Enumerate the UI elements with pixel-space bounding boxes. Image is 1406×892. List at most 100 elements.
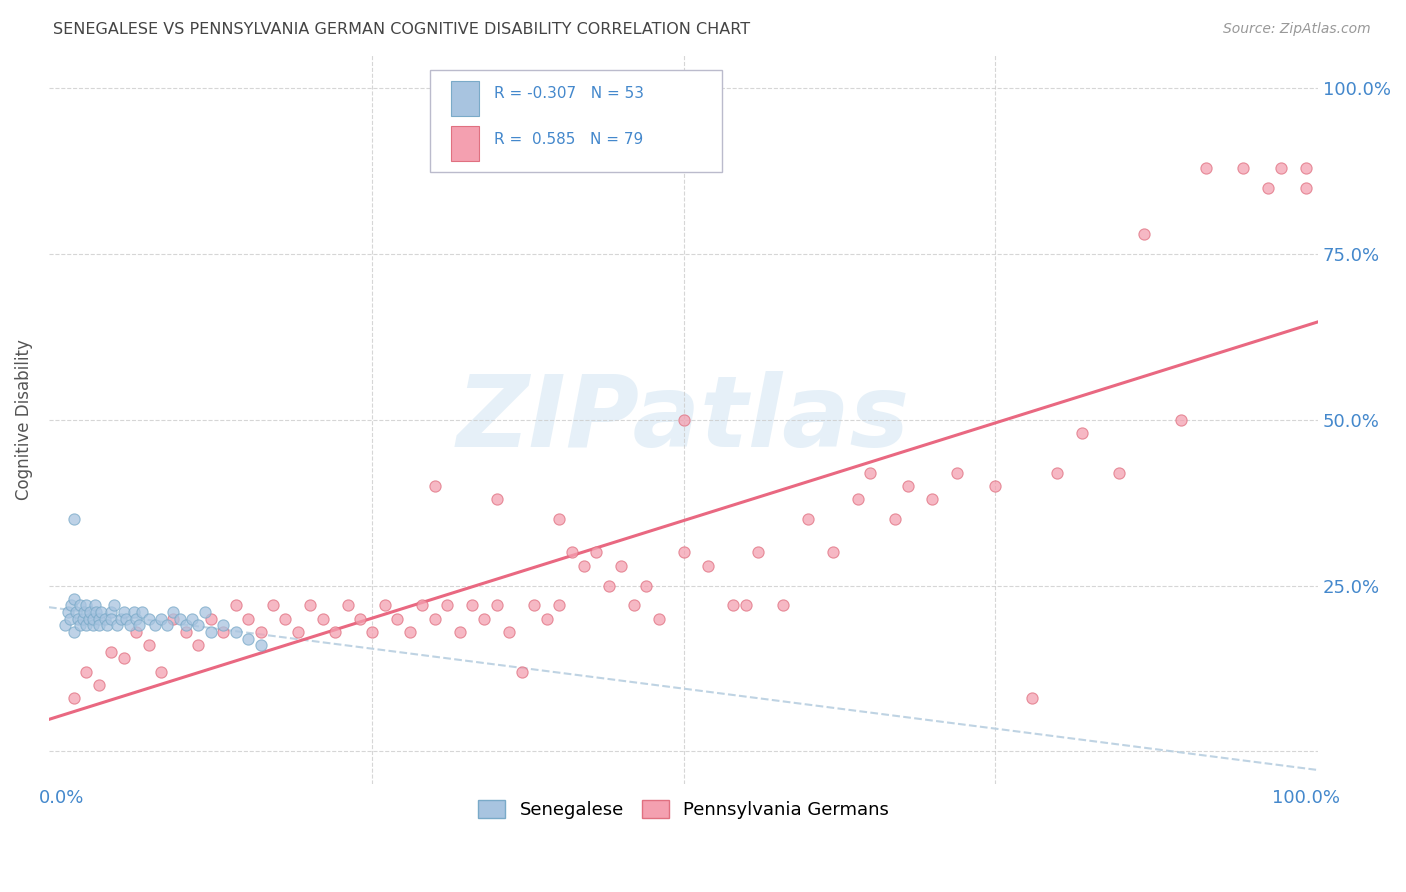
Pennsylvania Germans bbox=[274, 612, 297, 626]
Senegalese bbox=[115, 612, 138, 626]
Senegalese bbox=[96, 618, 118, 632]
Pennsylvania Germans bbox=[449, 624, 471, 639]
Senegalese bbox=[174, 618, 197, 632]
Senegalese bbox=[103, 599, 125, 613]
Senegalese bbox=[193, 605, 215, 619]
Pennsylvania Germans bbox=[87, 678, 110, 692]
Senegalese bbox=[59, 612, 82, 626]
Pennsylvania Germans bbox=[498, 624, 520, 639]
Pennsylvania Germans bbox=[747, 545, 769, 559]
Pennsylvania Germans bbox=[100, 645, 122, 659]
Pennsylvania Germans bbox=[1046, 466, 1069, 480]
Pennsylvania Germans bbox=[561, 545, 583, 559]
Pennsylvania Germans bbox=[598, 578, 620, 592]
Senegalese bbox=[112, 605, 135, 619]
Senegalese bbox=[90, 605, 112, 619]
Pennsylvania Germans bbox=[323, 624, 346, 639]
Pennsylvania Germans bbox=[1295, 180, 1317, 194]
Pennsylvania Germans bbox=[723, 599, 745, 613]
Pennsylvania Germans bbox=[884, 512, 907, 526]
Senegalese bbox=[69, 618, 91, 632]
Senegalese bbox=[118, 618, 141, 632]
Senegalese bbox=[110, 612, 132, 626]
Pennsylvania Germans bbox=[1195, 161, 1218, 175]
FancyBboxPatch shape bbox=[430, 70, 721, 172]
Pennsylvania Germans bbox=[262, 599, 284, 613]
Senegalese bbox=[82, 618, 104, 632]
Pennsylvania Germans bbox=[1232, 161, 1254, 175]
Senegalese bbox=[63, 624, 86, 639]
Pennsylvania Germans bbox=[474, 612, 496, 626]
Pennsylvania Germans bbox=[174, 624, 197, 639]
Pennsylvania Germans bbox=[112, 651, 135, 665]
Senegalese bbox=[181, 612, 204, 626]
Pennsylvania Germans bbox=[374, 599, 396, 613]
Pennsylvania Germans bbox=[299, 599, 322, 613]
Pennsylvania Germans bbox=[212, 624, 235, 639]
Pennsylvania Germans bbox=[1170, 413, 1192, 427]
Pennsylvania Germans bbox=[548, 599, 571, 613]
Pennsylvania Germans bbox=[63, 691, 86, 706]
Senegalese bbox=[87, 618, 110, 632]
Pennsylvania Germans bbox=[636, 578, 658, 592]
Pennsylvania Germans bbox=[672, 545, 695, 559]
Pennsylvania Germans bbox=[423, 479, 446, 493]
Senegalese bbox=[56, 605, 79, 619]
Senegalese bbox=[107, 618, 129, 632]
Pennsylvania Germans bbox=[138, 638, 160, 652]
Bar bbox=[451, 81, 479, 116]
Pennsylvania Germans bbox=[200, 612, 222, 626]
Pennsylvania Germans bbox=[859, 466, 882, 480]
Senegalese bbox=[87, 612, 110, 626]
Legend: Senegalese, Pennsylvania Germans: Senegalese, Pennsylvania Germans bbox=[471, 793, 897, 827]
Senegalese bbox=[162, 605, 184, 619]
Senegalese bbox=[131, 605, 153, 619]
Senegalese bbox=[75, 599, 97, 613]
Pennsylvania Germans bbox=[187, 638, 209, 652]
Senegalese bbox=[75, 618, 97, 632]
Senegalese bbox=[169, 612, 191, 626]
Pennsylvania Germans bbox=[1270, 161, 1292, 175]
Pennsylvania Germans bbox=[572, 558, 595, 573]
Pennsylvania Germans bbox=[821, 545, 844, 559]
Pennsylvania Germans bbox=[946, 466, 969, 480]
Text: R =  0.585   N = 79: R = 0.585 N = 79 bbox=[495, 132, 644, 147]
Pennsylvania Germans bbox=[336, 599, 359, 613]
Pennsylvania Germans bbox=[312, 612, 335, 626]
Pennsylvania Germans bbox=[361, 624, 384, 639]
Senegalese bbox=[100, 612, 122, 626]
Senegalese bbox=[79, 605, 101, 619]
Senegalese bbox=[212, 618, 235, 632]
Senegalese bbox=[149, 612, 172, 626]
Senegalese bbox=[94, 612, 117, 626]
Pennsylvania Germans bbox=[536, 612, 558, 626]
Pennsylvania Germans bbox=[1257, 180, 1279, 194]
Senegalese bbox=[156, 618, 179, 632]
Text: ZIPatlas: ZIPatlas bbox=[457, 371, 910, 468]
Senegalese bbox=[187, 618, 209, 632]
Pennsylvania Germans bbox=[548, 512, 571, 526]
Pennsylvania Germans bbox=[149, 665, 172, 679]
Senegalese bbox=[63, 591, 86, 606]
Pennsylvania Germans bbox=[797, 512, 820, 526]
Pennsylvania Germans bbox=[125, 624, 148, 639]
Pennsylvania Germans bbox=[672, 413, 695, 427]
Pennsylvania Germans bbox=[921, 492, 943, 507]
Senegalese bbox=[128, 618, 150, 632]
Senegalese bbox=[65, 605, 87, 619]
Pennsylvania Germans bbox=[1295, 161, 1317, 175]
Pennsylvania Germans bbox=[423, 612, 446, 626]
Senegalese bbox=[143, 618, 166, 632]
Pennsylvania Germans bbox=[1021, 691, 1043, 706]
Senegalese bbox=[84, 599, 107, 613]
Pennsylvania Germans bbox=[523, 599, 546, 613]
Pennsylvania Germans bbox=[1070, 425, 1092, 440]
Pennsylvania Germans bbox=[510, 665, 533, 679]
Pennsylvania Germans bbox=[461, 599, 484, 613]
Senegalese bbox=[66, 612, 89, 626]
Pennsylvania Germans bbox=[436, 599, 458, 613]
Pennsylvania Germans bbox=[734, 599, 756, 613]
Senegalese bbox=[69, 599, 91, 613]
Pennsylvania Germans bbox=[162, 612, 184, 626]
Pennsylvania Germans bbox=[983, 479, 1005, 493]
